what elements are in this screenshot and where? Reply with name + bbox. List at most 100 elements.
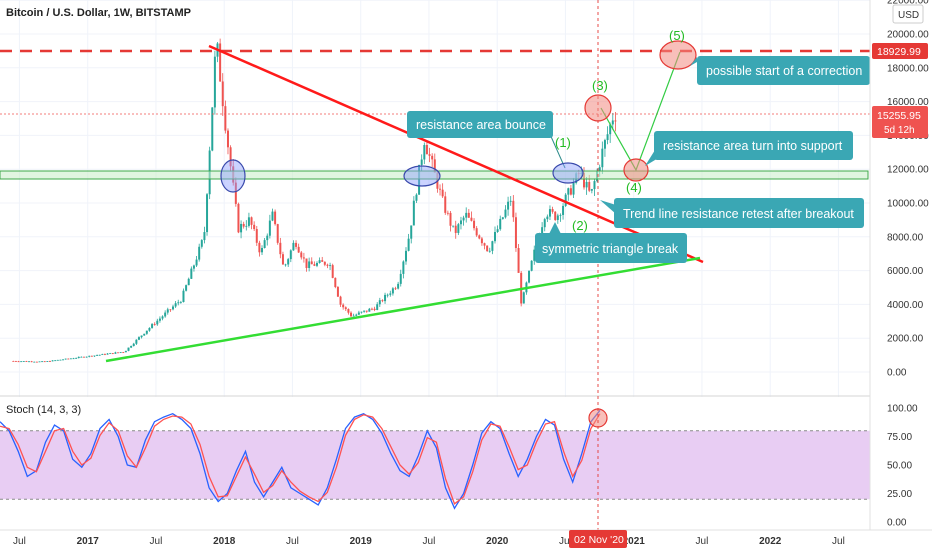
candle-body <box>384 294 387 302</box>
candle-body <box>143 333 146 336</box>
candle-body <box>556 215 559 220</box>
annotation-retest-text: Trend line resistance retest after break… <box>623 207 854 221</box>
resistance-support-band <box>0 170 869 180</box>
candle-body <box>562 205 565 215</box>
candle-body <box>449 212 452 226</box>
candle-body <box>603 140 606 149</box>
candle-body <box>200 240 203 247</box>
candle-body <box>431 155 434 160</box>
candle-body <box>465 212 468 218</box>
wave-label-5: (5) <box>669 28 685 43</box>
candle-body <box>462 217 465 221</box>
candle-body <box>106 353 109 355</box>
candle-body <box>329 265 332 266</box>
currency-badge[interactable] <box>892 4 924 24</box>
candle-body <box>541 227 544 238</box>
candle-body <box>226 130 229 148</box>
stoch-axis-ticks: 0.00 25.00 50.00 75.00 100.00 <box>887 404 918 529</box>
price-tick-label: 18000.00 <box>887 63 929 74</box>
candle-body <box>41 361 44 363</box>
candle-body <box>190 268 193 279</box>
candle-body <box>425 144 428 155</box>
candle-body <box>279 242 282 255</box>
price-axis[interactable] <box>870 0 932 550</box>
annotation-triangle-text: symmetric triangle break <box>542 242 679 256</box>
candle-body <box>478 235 481 239</box>
candle-body <box>158 318 161 321</box>
candle-body <box>583 172 586 188</box>
candle-body <box>83 356 86 358</box>
candle-body <box>101 353 104 355</box>
candle-body <box>20 361 23 363</box>
price-tick-label: 8000.00 <box>887 232 924 243</box>
highlight-wave5-ellipse <box>659 40 697 70</box>
candle-body <box>569 188 572 195</box>
candle-body <box>287 259 290 265</box>
time-tick-label: 2022 <box>759 536 782 547</box>
annotation-retest[interactable]: Trend line resistance retest after break… <box>600 198 864 228</box>
candle-body <box>166 309 169 313</box>
candle-body <box>357 312 360 315</box>
candle-body <box>452 225 455 227</box>
candle-body <box>43 361 46 363</box>
candle-body <box>331 265 334 278</box>
candle-body <box>300 252 303 258</box>
candle-body <box>399 273 402 284</box>
candle-body <box>114 352 117 354</box>
candle-body <box>140 335 143 338</box>
stoch-tick-label: 25.00 <box>887 489 912 500</box>
candle-body <box>88 355 91 357</box>
annotation-triangle[interactable]: symmetric triangle break <box>535 222 687 263</box>
highlight-2019-top-ellipse <box>403 165 441 187</box>
candle-body <box>161 316 164 319</box>
highlight-2020-aug-ellipse <box>552 162 584 184</box>
price-tick-label: 20000.00 <box>887 30 929 41</box>
candle-body <box>77 356 80 358</box>
candle-body <box>397 283 400 289</box>
candle-body <box>611 120 614 125</box>
candle-body <box>480 238 483 244</box>
candle-body <box>386 294 389 296</box>
candle-body <box>363 310 366 312</box>
annotation-support-text: resistance area turn into support <box>663 139 843 153</box>
candle-body <box>276 224 279 243</box>
annotation-bounce[interactable]: resistance area bounce <box>407 111 553 138</box>
candle-body <box>326 264 329 266</box>
candle-body <box>281 254 284 265</box>
candle-body <box>203 232 206 241</box>
candle-body <box>499 218 502 230</box>
candle-body <box>373 308 376 310</box>
candle-body <box>308 261 311 269</box>
candle-body <box>22 361 25 362</box>
candle-body <box>433 159 436 173</box>
candle-body <box>543 219 546 228</box>
candle-body <box>441 189 444 197</box>
candle-body <box>339 296 342 305</box>
candle-body <box>423 144 426 160</box>
candle-body <box>514 217 517 249</box>
candle-body <box>271 211 274 221</box>
candle-body <box>402 261 405 274</box>
candle-body <box>295 242 298 247</box>
candle-body <box>56 359 59 361</box>
candle-body <box>261 248 264 253</box>
price-tick-label: 10000.00 <box>887 199 929 210</box>
candle-body <box>512 200 515 218</box>
stoch-tick-label: 50.00 <box>887 461 912 472</box>
candle-body <box>117 352 120 354</box>
stoch-title: Stoch (14, 3, 3) <box>6 404 81 416</box>
candle-body <box>483 243 486 246</box>
candle-body <box>240 223 243 233</box>
time-tick-label: 2021 <box>623 536 646 547</box>
candle-body <box>253 224 256 230</box>
candle-body <box>284 264 287 266</box>
annotation-support[interactable]: resistance area turn into support <box>645 131 853 166</box>
wave-label-1: (1) <box>555 135 571 150</box>
candle-body <box>528 270 531 283</box>
candle-body <box>130 346 133 348</box>
wave-label-2: (2) <box>572 218 588 233</box>
candle-body <box>132 343 135 347</box>
candle-body <box>119 352 122 354</box>
annotation-correction[interactable]: possible start of a correction <box>690 56 870 85</box>
